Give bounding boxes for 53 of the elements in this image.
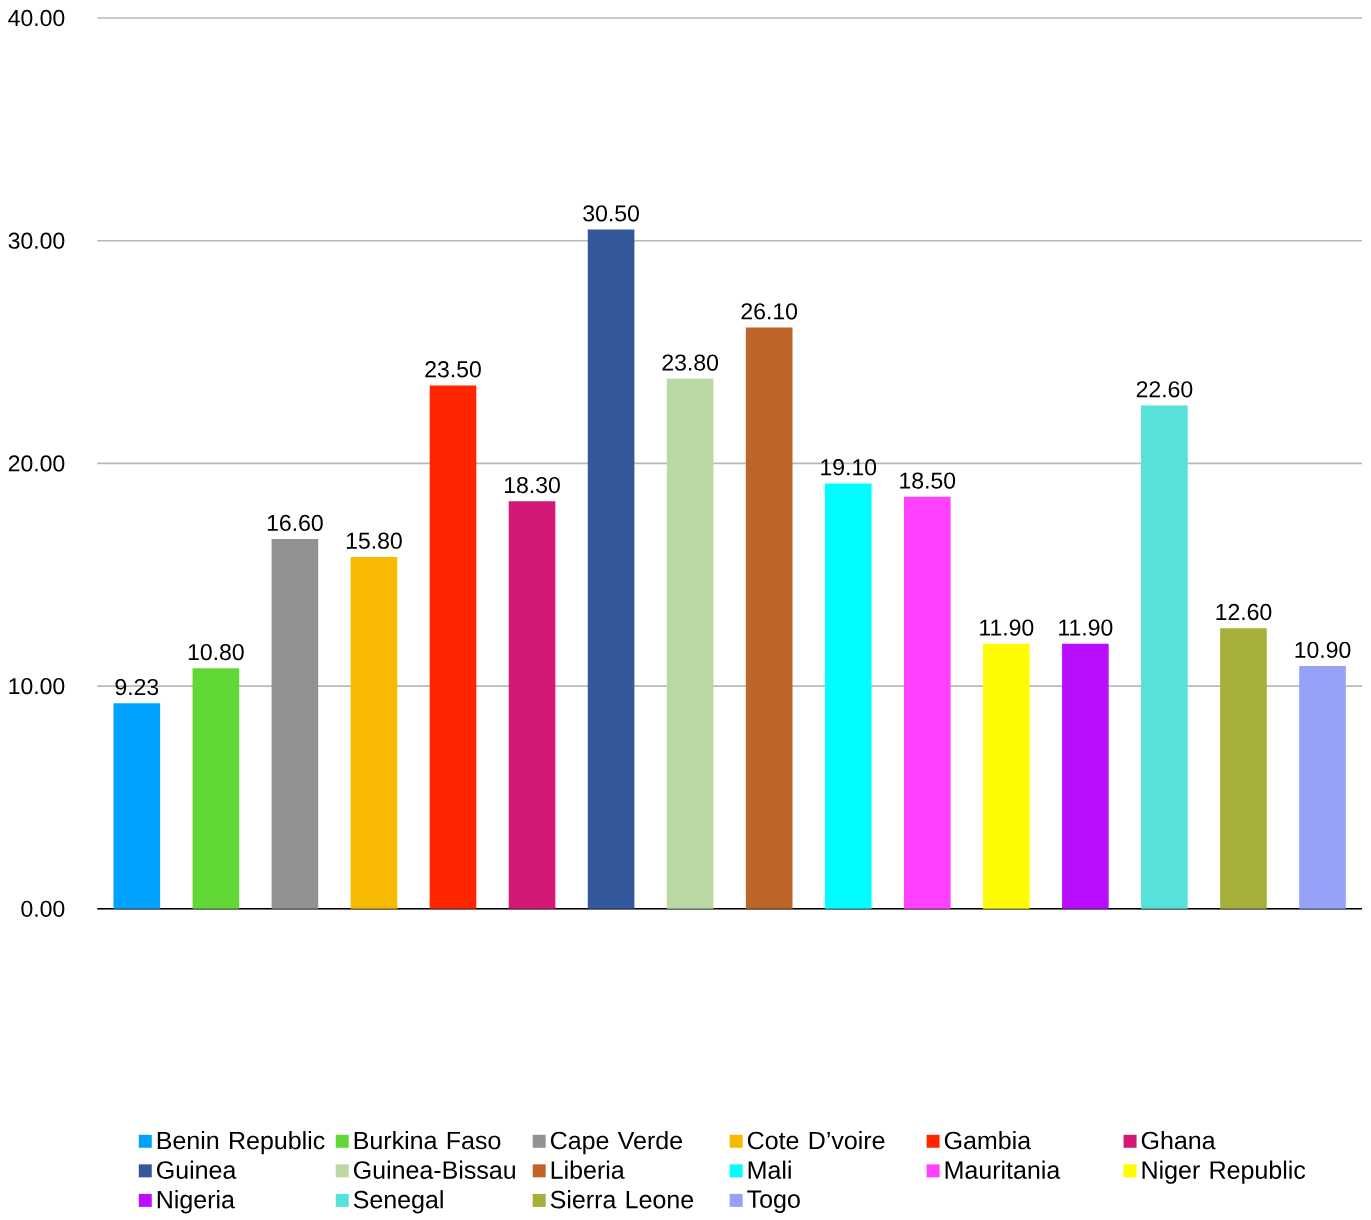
legend-label: Cape Verde bbox=[550, 1131, 682, 1155]
legend-label: Mali bbox=[748, 1160, 791, 1180]
data-label: 15.80 bbox=[346, 532, 402, 550]
data-label: 30.50 bbox=[583, 205, 639, 222]
bar bbox=[666, 378, 714, 909]
legend-label: Liberia bbox=[551, 1160, 625, 1180]
bar bbox=[824, 483, 872, 909]
data-label: 23.80 bbox=[662, 354, 718, 371]
bar bbox=[350, 557, 398, 909]
bar bbox=[587, 229, 635, 909]
data-label: 16.60 bbox=[267, 514, 323, 532]
bar bbox=[192, 668, 240, 909]
legend-label: Gambia bbox=[944, 1131, 1032, 1150]
bar bbox=[745, 327, 793, 909]
legend-label: Guinea-Bissau bbox=[353, 1160, 515, 1180]
y-tick-label: 30.00 bbox=[8, 232, 65, 249]
data-label: 12.60 bbox=[1216, 604, 1272, 621]
y-tick-label: 0.00 bbox=[21, 900, 65, 918]
legend-label: Benin Republic bbox=[157, 1131, 325, 1155]
bar bbox=[903, 496, 951, 909]
bar bbox=[429, 385, 477, 909]
y-tick-label: 40.00 bbox=[8, 10, 65, 27]
data-label: 10.90 bbox=[1295, 641, 1351, 659]
data-label: 18.50 bbox=[900, 472, 956, 489]
data-label: 19.10 bbox=[821, 459, 877, 476]
legend-label: Guinea bbox=[157, 1160, 237, 1180]
data-label: 22.60 bbox=[1136, 381, 1193, 398]
bar bbox=[508, 501, 556, 909]
y-tick-label: 10.00 bbox=[9, 678, 65, 695]
legend-label: Togo bbox=[747, 1190, 800, 1214]
legend-label: Cote D’voire bbox=[747, 1131, 885, 1150]
data-label: 11.90 bbox=[980, 619, 1034, 636]
legend-label: Nigeria bbox=[157, 1190, 235, 1214]
legend-label: Senegal bbox=[353, 1190, 443, 1214]
data-label: 18.30 bbox=[505, 477, 560, 494]
y-tick-label: 20.00 bbox=[8, 455, 65, 472]
legend-label: Ghana bbox=[1141, 1131, 1216, 1150]
data-label: 23.50 bbox=[425, 361, 481, 378]
bar bbox=[113, 703, 161, 909]
bar bbox=[983, 643, 1030, 909]
data-label: 26.10 bbox=[741, 303, 798, 320]
data-label: 11.90 bbox=[1059, 619, 1113, 636]
data-label: 10.80 bbox=[188, 644, 244, 661]
bar bbox=[1299, 666, 1346, 909]
legend-label: Mauritania bbox=[945, 1160, 1061, 1180]
bar bbox=[1220, 628, 1267, 909]
data-label: 9.23 bbox=[115, 679, 159, 696]
legend-label: Burkina Faso bbox=[354, 1131, 501, 1150]
bar bbox=[271, 539, 319, 909]
legend-label: Sierra Leone bbox=[550, 1190, 694, 1209]
bar bbox=[1141, 405, 1188, 909]
legend-label: Niger Republic bbox=[1142, 1160, 1306, 1184]
bar bbox=[1062, 643, 1109, 909]
